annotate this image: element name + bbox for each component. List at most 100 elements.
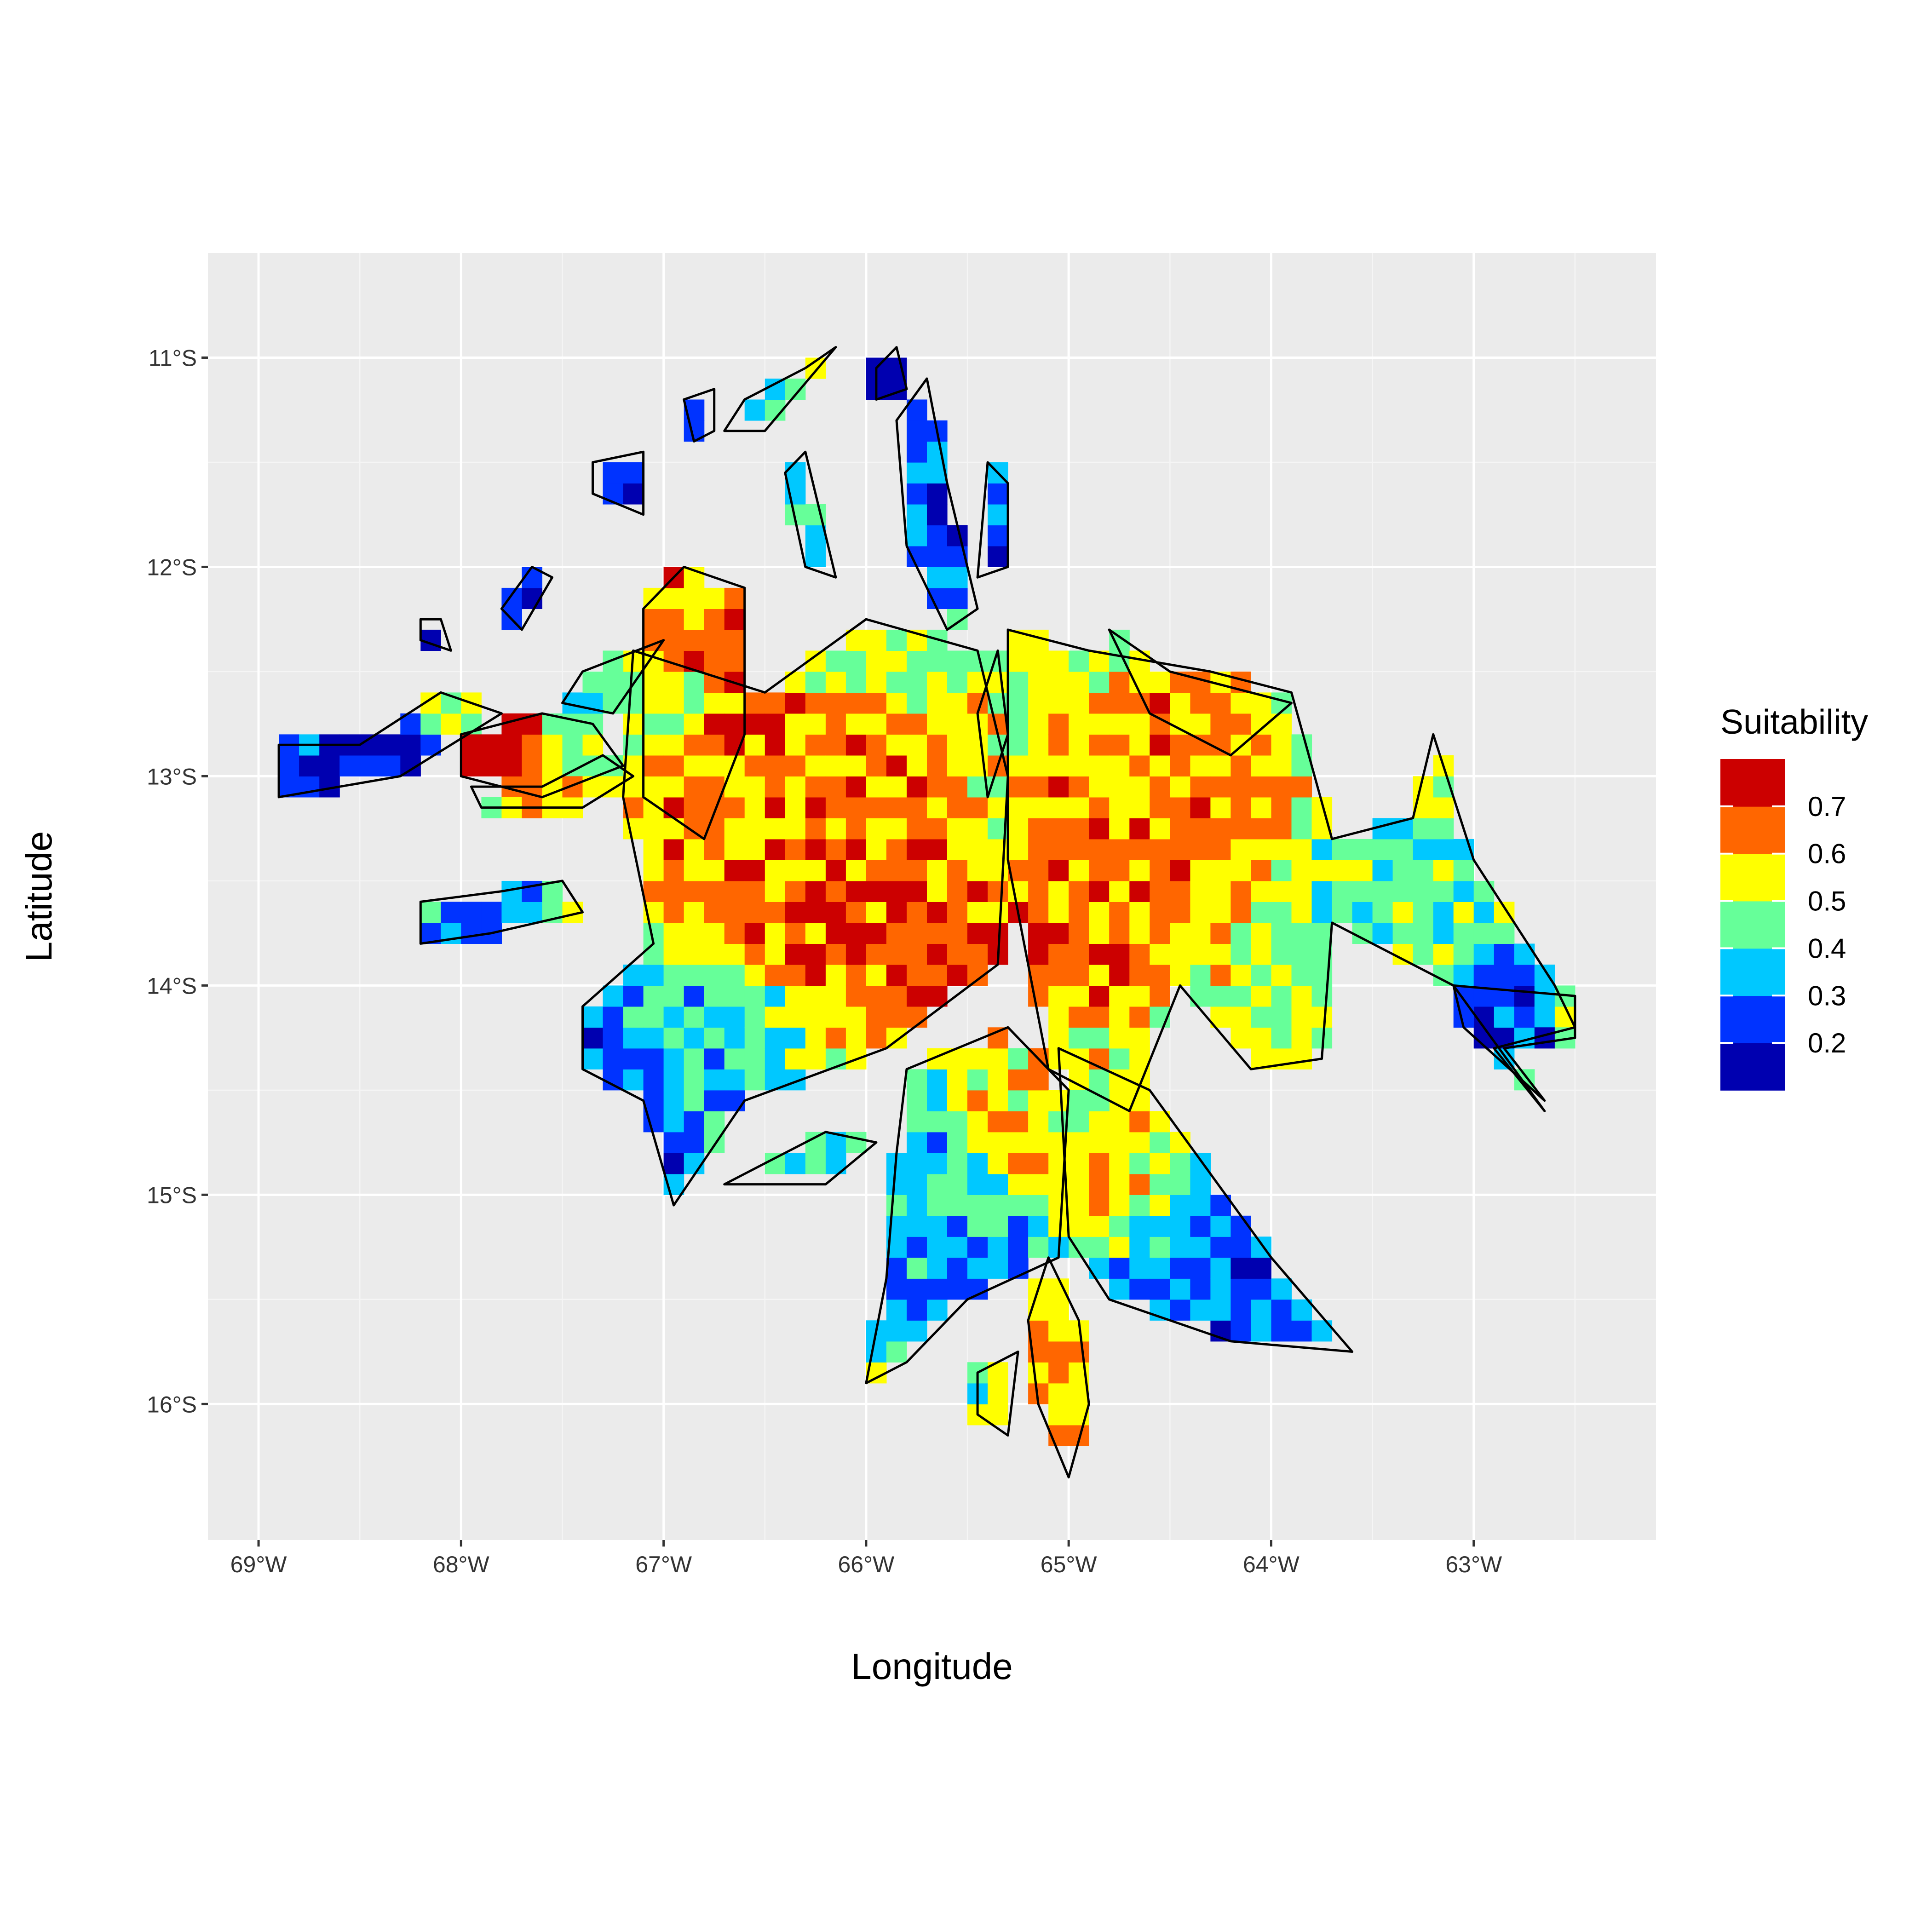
raster-cell — [907, 1278, 927, 1300]
raster-cell — [1190, 755, 1211, 776]
raster-cell — [988, 881, 1008, 902]
raster-cell — [1190, 713, 1211, 735]
raster-cell — [644, 776, 664, 797]
raster-cell — [907, 525, 927, 546]
raster-cell — [1170, 797, 1190, 818]
raster-cell — [1069, 943, 1089, 965]
raster-cell — [1008, 818, 1029, 839]
raster-cell — [1089, 860, 1110, 881]
raster-cell — [886, 985, 907, 1006]
raster-cell — [704, 1069, 725, 1090]
raster-cell — [1251, 1258, 1271, 1279]
raster-cell — [1048, 902, 1069, 923]
raster-cell — [1150, 734, 1170, 755]
raster-cell — [907, 1195, 927, 1216]
raster-cell — [1150, 692, 1170, 713]
raster-cell — [805, 1006, 826, 1028]
raster-cell — [967, 1132, 988, 1153]
raster-cell — [866, 985, 887, 1006]
raster-cell — [1069, 713, 1089, 735]
raster-cell — [1190, 1278, 1211, 1300]
raster-cell — [886, 1258, 907, 1279]
raster-cell — [1109, 1174, 1130, 1195]
raster-cell — [1089, 776, 1110, 797]
raster-cell — [1048, 965, 1069, 986]
raster-cell — [1230, 818, 1251, 839]
raster-cell — [724, 692, 745, 713]
raster-cell — [664, 881, 684, 902]
raster-cell — [1048, 755, 1069, 776]
raster-cell — [745, 860, 765, 881]
raster-cell — [846, 923, 867, 944]
raster-cell — [1514, 1006, 1535, 1028]
raster-cell — [866, 818, 887, 839]
raster-cell — [1069, 797, 1089, 818]
raster-cell — [1332, 881, 1353, 902]
raster-cell — [1292, 902, 1312, 923]
raster-cell — [1332, 860, 1353, 881]
raster-cell — [745, 734, 765, 755]
raster-cell — [1271, 902, 1292, 923]
raster-cell — [927, 1090, 948, 1111]
raster-cell — [1048, 797, 1069, 818]
raster-cell — [745, 881, 765, 902]
raster-cell — [704, 630, 725, 651]
raster-cell — [866, 797, 887, 818]
raster-cell — [1393, 839, 1414, 860]
raster-cell — [1190, 923, 1211, 944]
raster-cell — [886, 650, 907, 672]
raster-cell — [745, 713, 765, 735]
raster-cell — [1271, 734, 1292, 755]
raster-cell — [1129, 1278, 1150, 1300]
raster-cell — [826, 713, 846, 735]
raster-cell — [805, 902, 826, 923]
raster-cell — [886, 776, 907, 797]
raster-cell — [1129, 985, 1150, 1006]
raster-cell — [481, 755, 502, 776]
raster-cell — [724, 881, 745, 902]
raster-cell — [927, 1300, 948, 1321]
raster-cell — [704, 734, 725, 755]
raster-cell — [765, 1153, 786, 1174]
raster-cell — [1008, 672, 1029, 693]
raster-cell — [846, 860, 867, 881]
raster-cell — [583, 1006, 604, 1028]
raster-cell — [522, 734, 542, 755]
raster-cell — [299, 755, 320, 776]
raster-cell — [1150, 776, 1170, 797]
raster-cell — [623, 818, 644, 839]
raster-cell — [1048, 734, 1069, 755]
raster-cell — [1129, 672, 1150, 693]
raster-cell — [1190, 1216, 1211, 1237]
raster-cell — [1069, 985, 1089, 1006]
raster-cell — [1129, 881, 1150, 902]
raster-cell — [967, 1174, 988, 1195]
raster-cell — [927, 1174, 948, 1195]
raster-cell — [886, 902, 907, 923]
raster-cell — [1089, 1216, 1110, 1237]
raster-cell — [1292, 965, 1312, 986]
raster-cell — [1170, 1153, 1190, 1174]
raster-cell — [967, 902, 988, 923]
raster-cell — [1028, 1090, 1049, 1111]
raster-cell — [1190, 943, 1211, 965]
raster-cell — [745, 943, 765, 965]
raster-cell — [684, 1090, 705, 1111]
raster-cell — [1413, 818, 1434, 839]
raster-cell — [1210, 776, 1231, 797]
raster-cell — [1494, 965, 1515, 986]
raster-cell — [1413, 902, 1434, 923]
raster-cell — [704, 860, 725, 881]
raster-cell — [1413, 839, 1434, 860]
raster-cell — [846, 755, 867, 776]
raster-cell — [1393, 902, 1414, 923]
raster-cell — [1393, 923, 1414, 944]
raster-cell — [1433, 902, 1454, 923]
raster-cell — [704, 713, 725, 735]
raster-cell — [866, 839, 887, 860]
raster-cell — [664, 713, 684, 735]
raster-cell — [1190, 1258, 1211, 1279]
raster-cell — [1433, 923, 1454, 944]
raster-cell — [846, 797, 867, 818]
legend-swatch-5 — [1720, 806, 1785, 854]
